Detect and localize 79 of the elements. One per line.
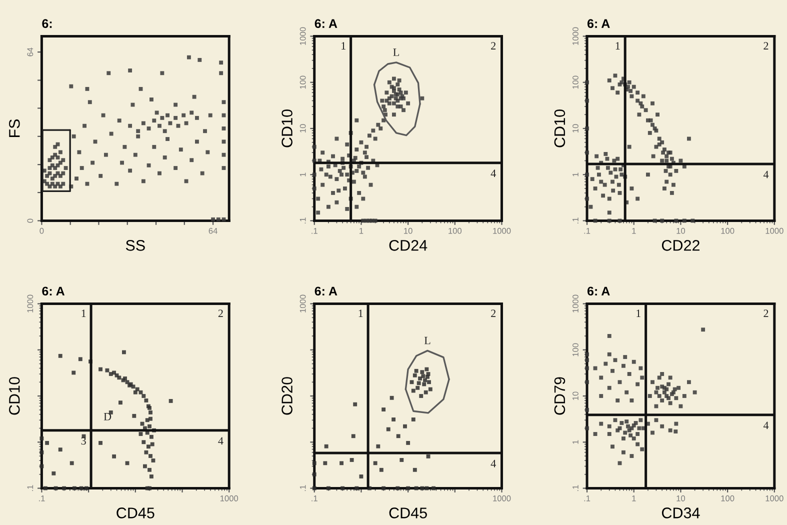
annotation: 2 [491,310,496,317]
x-tick-label: 10 [676,228,686,234]
y-tick-label: .1 [300,218,306,224]
y-tick-label: 10 [572,124,578,132]
chart-title: 6: A [314,286,338,296]
x-tick-label: .1 [584,496,590,502]
y-axis-title: CD10 [554,110,566,148]
annotation: L [424,336,430,344]
x-axis-title: CD45 [389,508,427,518]
chart-title: 6: A [587,19,610,28]
y-tick-label: 0 [27,218,34,223]
y-tick-label: 10 [572,392,578,400]
x-tick-label: 1 [360,228,364,234]
annotation: 2 [764,310,768,317]
y-tick-label: .1 [27,485,34,491]
annotation: 1 [616,42,620,50]
x-tick-label: 1000 [766,228,784,234]
x-tick-label: 64 [208,228,218,234]
y-tick-label: 1000 [572,294,578,312]
x-tick-label: .1 [38,496,45,502]
x-tick-label: .1 [312,496,318,502]
x-axis-title: SS [126,240,145,251]
y-tick-label: 1000 [300,294,306,312]
y-tick-label: 1 [572,172,578,176]
annotation: 4 [490,460,496,468]
y-tick-label: .1 [572,485,578,491]
y-tick-label: 1000 [300,27,306,45]
annotation: 2 [491,42,496,50]
x-tick-label: 10 [676,495,686,502]
y-tick-label: .1 [300,485,306,491]
annotation: L [393,48,399,56]
annotation: 1 [358,310,363,317]
y-tick-label: 64 [27,48,34,56]
annotation: 4 [218,437,224,445]
y-axis-title: FS [8,119,20,137]
y-tick-label: 10 [300,124,306,132]
x-axis-title: CD22 [662,240,700,251]
y-tick-label: 100 [572,76,578,89]
x-tick-label: 1 [632,496,636,502]
annotation: 2 [218,310,223,317]
annotation: 3 [81,437,86,445]
annotation: 4 [763,422,769,430]
y-tick-label: .1 [572,218,578,224]
x-tick-label: 10 [404,228,412,234]
x-tick-label: 1000 [766,495,784,502]
chart-title: 6: A [314,19,338,28]
x-axis-title: CD45 [116,508,154,518]
y-tick-label: 1 [300,172,306,176]
x-tick-label: 1000 [493,495,511,502]
x-tick-label: 0 [40,228,44,234]
x-tick-label: 100 [721,495,734,502]
annotation: 1 [82,310,86,317]
annotation: D [104,413,112,420]
annotation: 4 [490,170,496,177]
y-tick-label: 1000 [572,27,578,45]
x-tick-label: 100 [721,228,734,234]
x-tick-label: .1 [312,228,318,234]
y-tick-label: 1000 [27,294,34,312]
annotation: 4 [763,170,769,178]
chart-title: 6: [42,19,52,28]
y-axis-title: CD79 [554,377,566,415]
chart-title: 6: A [587,286,610,296]
y-axis-title: CD10 [282,110,292,148]
x-axis-title: CD34 [662,508,700,518]
y-axis-title: CD10 [8,377,20,415]
x-tick-label: 1000 [220,495,238,502]
x-tick-label: 1 [632,228,636,234]
x-tick-label: 100 [448,228,462,234]
x-axis-title: CD24 [389,240,428,251]
y-axis-title: CD20 [282,377,292,415]
x-tick-label: 1000 [493,228,511,234]
x-tick-label: .1 [584,228,590,234]
y-tick-label: 100 [572,343,578,356]
annotation: 2 [764,42,768,50]
chart-title: 6: A [42,286,65,296]
y-tick-label: 100 [300,76,306,89]
annotation: 1 [342,42,346,50]
annotation: 1 [636,310,640,317]
y-tick-label: 1 [572,440,578,444]
